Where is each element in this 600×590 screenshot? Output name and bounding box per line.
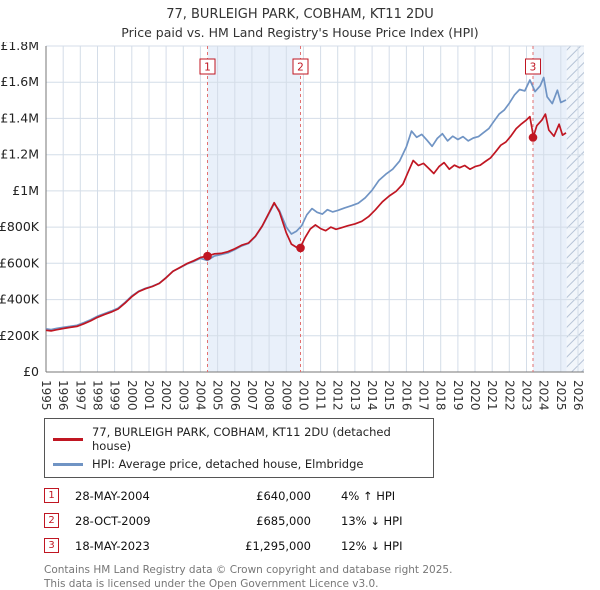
svg-text:£400K: £400K xyxy=(0,292,40,307)
transaction-date: 28-OCT-2009 xyxy=(75,513,151,528)
transaction-date: 28-MAY-2004 xyxy=(75,488,150,503)
svg-text:3: 3 xyxy=(530,62,537,74)
svg-text:2005: 2005 xyxy=(211,380,225,411)
blue-line-key xyxy=(53,462,83,466)
svg-text:2000: 2000 xyxy=(125,380,139,411)
svg-text:2003: 2003 xyxy=(176,380,190,411)
transaction-hpi-delta: 4% ↑ HPI xyxy=(341,488,396,503)
svg-text:1996: 1996 xyxy=(56,380,70,411)
chart-legend: 77, BURLEIGH PARK, COBHAM, KT11 2DU (det… xyxy=(44,418,434,478)
transaction-hpi-delta: 13% ↓ HPI xyxy=(341,513,403,528)
svg-text:1999: 1999 xyxy=(108,380,122,411)
transaction-number-badge: 2 xyxy=(44,513,59,528)
svg-text:2022: 2022 xyxy=(502,380,516,411)
svg-text:2009: 2009 xyxy=(279,380,293,411)
svg-text:2017: 2017 xyxy=(417,380,431,411)
svg-text:2021: 2021 xyxy=(485,380,499,411)
svg-text:2024: 2024 xyxy=(537,380,551,411)
transaction-price: £1,295,000 xyxy=(245,538,311,553)
svg-text:2010: 2010 xyxy=(296,380,310,411)
svg-text:2004: 2004 xyxy=(193,380,207,411)
svg-text:£600K: £600K xyxy=(0,255,40,270)
legend-label-property: 77, BURLEIGH PARK, COBHAM, KT11 2DU (det… xyxy=(92,425,391,453)
svg-text:2015: 2015 xyxy=(382,380,396,411)
svg-text:£200K: £200K xyxy=(0,328,40,343)
svg-text:£1M: £1M xyxy=(12,183,39,198)
svg-text:£1.2M: £1.2M xyxy=(0,147,39,162)
transactions-table: 1 28-MAY-2004 £640,000 4% ↑ HPI 2 28-OCT… xyxy=(44,488,600,553)
transaction-row: 2 28-OCT-2009 £685,000 13% ↓ HPI xyxy=(44,513,600,528)
svg-text:2023: 2023 xyxy=(520,380,534,411)
transaction-price: £640,000 xyxy=(256,488,311,503)
svg-text:2026: 2026 xyxy=(571,380,585,411)
svg-text:1: 1 xyxy=(204,62,211,74)
transaction-number-badge: 3 xyxy=(44,538,59,553)
svg-text:2: 2 xyxy=(297,62,304,74)
footer-line-2: This data is licensed under the Open Gov… xyxy=(44,578,379,590)
svg-text:2002: 2002 xyxy=(159,380,173,411)
page-title: 77, BURLEIGH PARK, COBHAM, KT11 2DU xyxy=(166,7,434,22)
legend-item-hpi: HPI: Average price, detached house, Elmb… xyxy=(53,455,425,473)
svg-text:2007: 2007 xyxy=(245,380,259,411)
svg-text:£1.4M: £1.4M xyxy=(0,110,39,125)
legend-item-property: 77, BURLEIGH PARK, COBHAM, KT11 2DU (det… xyxy=(53,423,425,455)
svg-text:2001: 2001 xyxy=(142,380,156,411)
svg-text:2013: 2013 xyxy=(348,380,362,411)
svg-text:2006: 2006 xyxy=(228,380,242,411)
svg-text:2020: 2020 xyxy=(468,380,482,411)
svg-text:£800K: £800K xyxy=(0,219,40,234)
legend-label-hpi: HPI: Average price, detached house, Elmb… xyxy=(92,457,364,471)
transaction-number-badge: 1 xyxy=(44,488,59,503)
svg-text:2008: 2008 xyxy=(262,380,276,411)
svg-text:1995: 1995 xyxy=(39,380,53,411)
svg-text:£1.8M: £1.8M xyxy=(0,42,39,53)
svg-text:£0: £0 xyxy=(23,364,39,379)
transaction-price: £685,000 xyxy=(256,513,311,528)
svg-text:1997: 1997 xyxy=(73,380,87,411)
svg-text:2012: 2012 xyxy=(331,380,345,411)
svg-text:2025: 2025 xyxy=(554,380,568,411)
svg-text:2018: 2018 xyxy=(434,380,448,411)
price-history-chart: 1995 1996 1997 1998 1999 2000 2001 2002 2003 2004… xyxy=(0,42,585,411)
red-line-key xyxy=(53,437,83,441)
license-footer: Contains HM Land Registry data © Crown c… xyxy=(44,563,600,590)
page-subtitle: Price paid vs. HM Land Registry's House … xyxy=(121,25,479,40)
transaction-hpi-delta: 12% ↓ HPI xyxy=(341,538,403,553)
svg-text:2016: 2016 xyxy=(399,380,413,411)
footer-line-1: Contains HM Land Registry data © Crown c… xyxy=(44,564,453,576)
transaction-date: 18-MAY-2023 xyxy=(75,538,150,553)
transaction-row: 3 18-MAY-2023 £1,295,000 12% ↓ HPI xyxy=(44,538,600,553)
svg-text:2019: 2019 xyxy=(451,380,465,411)
chart-titles: 77, BURLEIGH PARK, COBHAM, KT11 2DU Pric… xyxy=(0,0,600,40)
svg-text:£1.6M: £1.6M xyxy=(0,74,39,89)
svg-text:1998: 1998 xyxy=(91,380,105,411)
transaction-row: 1 28-MAY-2004 £640,000 4% ↑ HPI xyxy=(44,488,600,503)
svg-text:2014: 2014 xyxy=(365,380,379,411)
svg-text:2011: 2011 xyxy=(314,380,328,411)
